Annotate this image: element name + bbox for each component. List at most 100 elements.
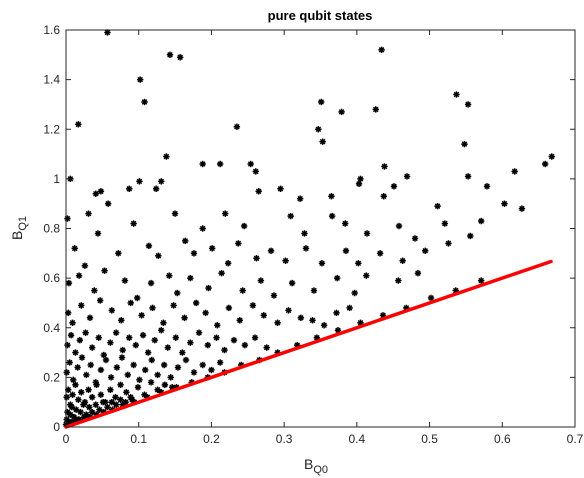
data-point xyxy=(134,384,142,391)
data-point xyxy=(151,336,158,344)
data-point xyxy=(88,344,96,351)
data-point xyxy=(204,341,211,349)
data-point xyxy=(69,391,76,398)
data-point xyxy=(95,334,102,341)
chart-title: pure qubit states xyxy=(268,8,373,23)
y-tick-label: 0.8 xyxy=(43,222,60,236)
data-point xyxy=(376,250,384,257)
data-point xyxy=(233,123,241,130)
data-point xyxy=(372,106,379,113)
data-point xyxy=(221,346,228,354)
data-point xyxy=(241,341,249,349)
data-point xyxy=(318,260,326,267)
data-point xyxy=(78,354,86,361)
data-point xyxy=(309,317,316,324)
data-point xyxy=(124,371,132,379)
data-point xyxy=(91,287,98,294)
data-point xyxy=(78,389,85,396)
x-tick-label: 0.5 xyxy=(421,432,438,446)
data-point xyxy=(381,163,388,170)
data-point xyxy=(414,269,422,277)
data-point xyxy=(70,376,77,384)
data-point xyxy=(123,389,130,396)
data-point xyxy=(282,257,289,264)
data-point xyxy=(101,267,108,274)
data-point xyxy=(112,401,120,408)
data-point xyxy=(136,76,144,83)
data-point xyxy=(422,247,429,255)
data-point xyxy=(130,220,137,227)
data-point xyxy=(363,272,370,279)
data-point xyxy=(161,381,169,389)
y-tick-label: 0.6 xyxy=(43,271,60,285)
data-point xyxy=(205,284,212,292)
data-point xyxy=(399,257,406,264)
data-point xyxy=(92,401,100,408)
data-point xyxy=(86,314,94,322)
data-point xyxy=(172,334,179,341)
data-point xyxy=(85,210,92,217)
data-point xyxy=(174,364,182,371)
data-point xyxy=(97,188,105,195)
data-point xyxy=(395,222,403,230)
data-point xyxy=(134,294,141,302)
data-point xyxy=(64,215,71,222)
data-point xyxy=(301,230,308,237)
data-point xyxy=(296,195,304,202)
data-point xyxy=(166,272,173,279)
data-point xyxy=(251,334,259,341)
data-point xyxy=(222,210,229,217)
data-point xyxy=(342,247,350,255)
x-tick-label: 0.4 xyxy=(349,432,366,446)
data-point xyxy=(464,101,472,108)
y-axis-label-main: B xyxy=(9,231,25,240)
data-point xyxy=(199,225,206,232)
data-point xyxy=(108,398,116,406)
reference-line xyxy=(64,259,553,429)
data-point xyxy=(87,361,94,369)
data-point xyxy=(64,341,71,349)
data-point xyxy=(68,403,76,411)
data-point xyxy=(81,262,89,269)
x-tick-label: 0.6 xyxy=(494,432,511,446)
data-point xyxy=(108,307,116,314)
data-point xyxy=(119,346,126,354)
data-point xyxy=(351,289,358,297)
data-point xyxy=(310,287,318,294)
data-point xyxy=(467,232,474,240)
data-point xyxy=(142,366,149,374)
data-point xyxy=(247,160,254,168)
data-point xyxy=(403,173,411,180)
data-point xyxy=(208,245,216,252)
data-point xyxy=(287,212,294,220)
data-point xyxy=(320,322,328,329)
data-point xyxy=(357,175,364,183)
data-point xyxy=(85,386,92,393)
y-tick-label: 1 xyxy=(53,172,60,186)
data-point xyxy=(346,304,353,312)
data-point xyxy=(511,168,518,175)
y-tick-label: 0 xyxy=(53,420,60,434)
data-point xyxy=(163,153,170,160)
data-point xyxy=(75,396,82,403)
data-point xyxy=(274,319,281,326)
data-point xyxy=(83,371,90,379)
data-point xyxy=(199,361,206,369)
data-point xyxy=(501,200,508,207)
data-point xyxy=(216,359,224,366)
data-point xyxy=(74,364,81,371)
data-point xyxy=(144,349,152,356)
x-tick-label: 0.2 xyxy=(203,432,220,446)
data-point xyxy=(136,178,143,185)
data-point xyxy=(94,230,102,237)
data-point xyxy=(257,277,265,284)
y-axis-label-sub: Q1 xyxy=(17,216,29,231)
data-point xyxy=(92,190,100,197)
data-point xyxy=(136,376,143,384)
data-point xyxy=(148,356,156,364)
x-axis-label-main: B xyxy=(304,456,313,472)
data-point xyxy=(112,329,120,336)
data-point xyxy=(104,200,112,207)
data-point xyxy=(285,307,292,314)
data-point xyxy=(99,398,107,406)
